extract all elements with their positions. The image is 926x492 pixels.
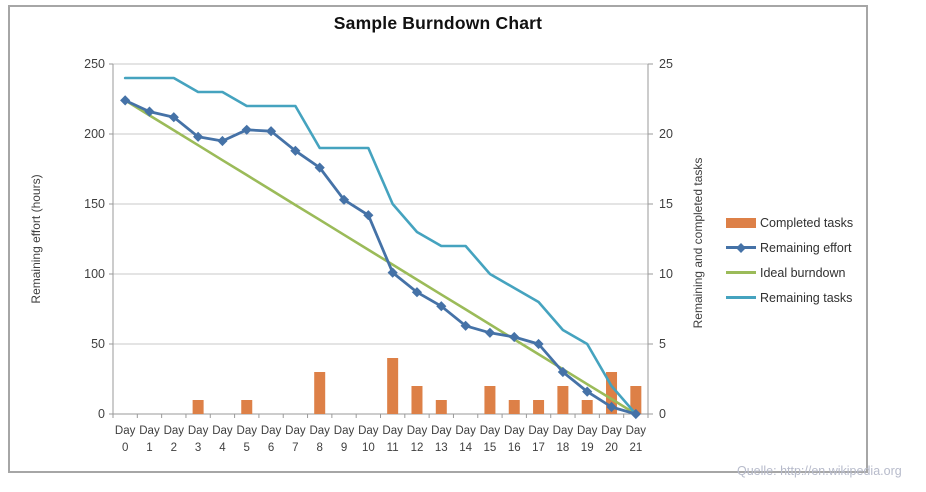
legend-item-remaining-tasks: Remaining tasks [726,285,876,310]
legend-label-completed-tasks: Completed tasks [760,215,854,230]
remaining-tasks-swatch-icon [726,296,756,299]
chart-frame [8,5,868,473]
svg-text:Day: Day [553,425,574,437]
svg-text:5: 5 [244,442,250,454]
right-axis-title: Remaining and completed tasks [691,157,705,329]
legend-item-completed-tasks: Completed tasks [726,210,876,235]
svg-text:0: 0 [122,442,128,454]
svg-text:11: 11 [387,442,399,454]
svg-text:Day: Day [382,425,403,437]
left-axis-title: Remaining effort (hours) [29,174,43,304]
svg-text:Day: Day [626,425,647,437]
svg-text:1: 1 [146,442,152,454]
svg-text:Day: Day [261,425,282,437]
svg-text:21: 21 [629,442,642,454]
svg-text:250: 250 [84,57,105,71]
svg-text:Day: Day [431,425,452,437]
svg-text:15: 15 [484,442,497,454]
svg-text:200: 200 [84,127,105,141]
ideal-burndown-swatch-icon [726,271,756,274]
svg-text:Day: Day [601,425,622,437]
source-attribution: Quelle: http://en.wikipedia.org [737,464,902,478]
svg-text:Day: Day [115,425,136,437]
svg-text:12: 12 [411,442,424,454]
svg-text:19: 19 [581,442,594,454]
svg-text:10: 10 [659,267,673,281]
svg-text:Day: Day [407,425,428,437]
svg-text:2: 2 [171,442,177,454]
chart-title: Sample Burndown Chart [333,13,543,33]
svg-text:0: 0 [98,407,105,421]
svg-text:Day: Day [188,425,209,437]
svg-text:Day: Day [309,425,330,437]
legend-label-remaining-effort: Remaining effort [760,240,852,255]
svg-text:25: 25 [659,57,673,71]
svg-text:Day: Day [455,425,476,437]
svg-text:3: 3 [195,442,201,454]
svg-text:Day: Day [504,425,525,437]
svg-text:16: 16 [508,442,521,454]
svg-text:18: 18 [556,442,569,454]
svg-text:Day: Day [285,425,306,437]
svg-text:150: 150 [84,197,105,211]
legend-label-ideal-burndown: Ideal burndown [760,265,846,280]
svg-text:Day: Day [577,425,598,437]
svg-text:Day: Day [139,425,160,437]
svg-text:4: 4 [219,442,226,454]
svg-text:20: 20 [659,127,673,141]
svg-text:0: 0 [659,407,666,421]
svg-text:100: 100 [84,267,105,281]
svg-text:10: 10 [362,442,375,454]
svg-text:Day: Day [358,425,379,437]
legend-item-ideal-burndown: Ideal burndown [726,260,876,285]
svg-text:Day: Day [528,425,549,437]
svg-text:15: 15 [659,197,673,211]
svg-text:14: 14 [459,442,472,454]
svg-text:13: 13 [435,442,448,454]
svg-text:Day: Day [480,425,501,437]
svg-text:8: 8 [317,442,323,454]
svg-text:5: 5 [659,337,666,351]
svg-text:17: 17 [532,442,545,454]
svg-text:20: 20 [605,442,618,454]
remaining-effort-swatch-icon [726,242,756,253]
svg-text:6: 6 [268,442,274,454]
svg-text:9: 9 [341,442,347,454]
svg-text:Day: Day [212,425,233,437]
legend: Completed tasks Remaining effort Ideal b… [726,210,876,310]
completed-tasks-swatch-icon [726,217,756,228]
svg-text:Day: Day [334,425,355,437]
svg-text:7: 7 [292,442,298,454]
legend-label-remaining-tasks: Remaining tasks [760,290,853,305]
svg-text:Day: Day [237,425,258,437]
svg-text:50: 50 [91,337,105,351]
legend-item-remaining-effort: Remaining effort [726,235,876,260]
svg-text:Day: Day [164,425,185,437]
